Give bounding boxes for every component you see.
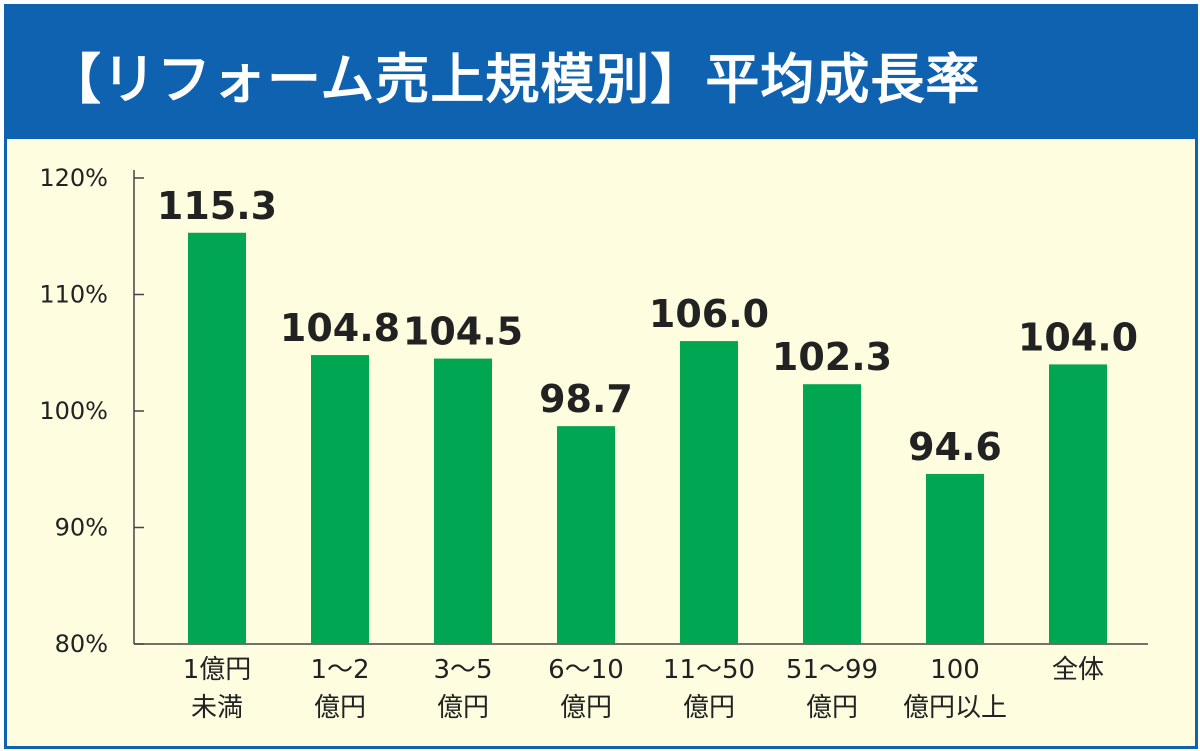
chart-header: 【リフォーム売上規模別】平均成長率 [7,7,1195,139]
x-tick-label: 億円 [806,693,858,723]
bar [188,232,246,644]
x-tick-label: 51〜99 [786,655,878,685]
data-label: 104.0 [1018,315,1138,359]
x-tick-label: 3〜5 [433,655,492,685]
bar [1049,364,1107,644]
chart-title: 【リフォーム売上規模別】平均成長率 [47,48,981,111]
y-tick-label: 80% [55,630,108,658]
x-tick-label: 1〜2 [310,655,369,685]
bar [311,355,369,644]
data-label: 94.6 [908,425,1002,469]
x-tick-label: 億円 [560,693,612,723]
x-tick-label: 億円 [683,693,735,723]
bar [926,473,984,644]
bar [803,384,861,644]
data-label: 102.3 [772,335,892,379]
x-tick-label: 億円以上 [903,693,1007,723]
y-tick-label: 100% [39,397,108,425]
x-tick-label: 100 [930,655,980,685]
data-label: 98.7 [539,377,633,421]
x-tick-label: 11〜50 [663,655,755,685]
bar [434,358,492,644]
x-tick-label: 6〜10 [548,655,624,685]
x-tick-label: 未満 [191,693,243,723]
data-label: 115.3 [157,184,277,228]
x-tick-label: 億円 [437,693,489,723]
data-label: 104.5 [403,310,523,354]
data-label: 106.0 [649,292,769,336]
y-tick-label: 90% [55,514,108,542]
y-tick-label: 120% [39,164,108,192]
data-label: 104.8 [280,306,400,350]
bar [557,426,615,644]
x-tick-label: 1億円 [183,655,252,685]
x-tick-label: 億円 [314,693,366,723]
bar [680,341,738,644]
y-tick-label: 110% [39,281,108,309]
x-tick-label: 全体 [1052,655,1104,685]
